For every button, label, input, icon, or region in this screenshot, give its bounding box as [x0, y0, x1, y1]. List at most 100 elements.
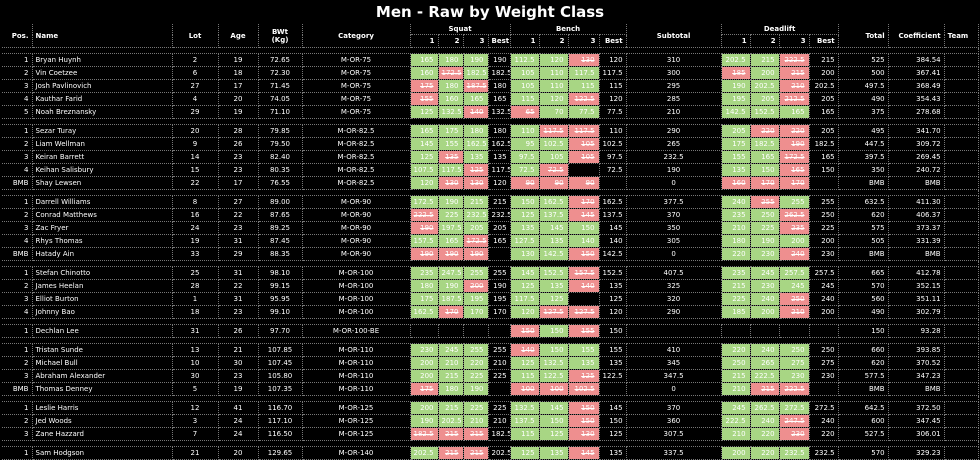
subtotal-cell: 290 [626, 305, 722, 319]
total-cell: 560 [838, 292, 889, 306]
coefficient-cell: BMB [888, 382, 945, 396]
bench-attempt-1: 137.5 [510, 414, 540, 428]
squat-attempt-3: 190 [463, 382, 489, 396]
age-cell: 17 [218, 176, 259, 190]
squat-attempt-3: 130 [463, 176, 489, 190]
team-cell [944, 324, 979, 338]
bench-best-cell [599, 382, 627, 396]
table-row: 4 Kauthar Farid 4 20 74.05 M-OR-75 155 160 165 16… [2, 92, 979, 106]
deadlift-attempt-3: 240 [779, 247, 810, 261]
deadlift-attempt-2: 220 [750, 124, 780, 138]
coefficient-cell: 302.79 [888, 305, 945, 319]
bench-attempt-2: 152.5 [539, 266, 569, 280]
name-cell: Abraham Alexander [32, 369, 173, 383]
total-cell: BMB [838, 176, 889, 190]
bench-attempt-3: 125 [568, 369, 600, 383]
team-cell [944, 279, 979, 293]
subtotal-cell: 377.5 [626, 195, 722, 209]
bench-attempt-2: 127.5 [539, 305, 569, 319]
bench-attempt-3: 150 [568, 414, 600, 428]
squat-attempt-2: 215 [438, 427, 464, 441]
squat-attempt-2: 165 [438, 234, 464, 248]
category-cell: M-OR-82.5 [302, 137, 411, 151]
age-cell: 18 [218, 66, 259, 80]
team-cell [944, 343, 979, 357]
coefficient-cell: BMB [888, 176, 945, 190]
bodyweight-cell: 79.85 [258, 124, 303, 138]
deadlift-attempt-3: 222.5 [779, 53, 810, 67]
name-cell: Zane Hazzard [32, 427, 173, 441]
separator-cell [2, 395, 979, 402]
bodyweight-cell: 98.10 [258, 266, 303, 280]
squat-attempt-1: 200 [410, 356, 439, 370]
category-cell: M-OR-82.5 [302, 124, 411, 138]
deadlift-attempt-1: 245 [721, 401, 751, 415]
deadlift-attempt-2: 200 [750, 66, 780, 80]
squat-attempt-3: 170 [463, 305, 489, 319]
age-cell: 31 [218, 292, 259, 306]
bench-attempt-3: 130 [568, 53, 600, 67]
group-separator [2, 318, 979, 325]
category-cell: M-OR-100 [302, 292, 411, 306]
lot-cell: 20 [172, 124, 219, 138]
lot-cell: 24 [172, 221, 219, 235]
deadlift-attempt-1: 250 [721, 356, 751, 370]
coefficient-cell: BMB [888, 247, 945, 261]
deadlift-attempt-1: 210 [721, 221, 751, 235]
age-cell: 29 [218, 247, 259, 261]
subtotal-cell: 295 [626, 79, 722, 93]
bench-attempt-3: 77.5 [568, 105, 600, 119]
bench-attempt-3: 90 [568, 176, 600, 190]
squat-best-cell: 225 [488, 401, 511, 415]
squat-attempt-1: 190 [410, 221, 439, 235]
total-cell: 500 [838, 66, 889, 80]
bench-attempt-1: 100 [510, 382, 540, 396]
deadlift-best-cell: 245 [809, 279, 839, 293]
category-cell: M-OR-90 [302, 208, 411, 222]
deadlift-attempt-2: 262.5 [750, 401, 780, 415]
pos-cell: 2 [2, 208, 33, 222]
squat-best-cell: 232.5 [488, 208, 511, 222]
total-cell: 447.5 [838, 137, 889, 151]
squat-attempt-2: 190 [438, 195, 464, 209]
col-category: Category [302, 24, 411, 48]
bodyweight-cell: 79.50 [258, 137, 303, 151]
squat-attempt-1: 157.5 [410, 234, 439, 248]
age-cell: 23 [218, 163, 259, 177]
squat-attempt-1: 235 [410, 266, 439, 280]
bench-best-cell: 110 [599, 124, 627, 138]
separator-cell [2, 337, 979, 344]
col-bench-3: 3 [568, 34, 600, 48]
bench-attempt-1: 90 [510, 176, 540, 190]
pos-cell: 2 [2, 279, 33, 293]
squat-attempt-3: 190 [463, 247, 489, 261]
bench-attempt-2: 135 [539, 234, 569, 248]
group-separator [2, 395, 979, 402]
team-cell [944, 105, 979, 119]
separator-cell [2, 118, 979, 125]
bench-attempt-2: 150 [539, 324, 569, 338]
lot-cell: 4 [172, 92, 219, 106]
team-cell [944, 195, 979, 209]
squat-attempt-2: 180 [438, 53, 464, 67]
team-cell [944, 66, 979, 80]
squat-best-cell: 255 [488, 343, 511, 357]
deadlift-best-cell: 215 [809, 53, 839, 67]
subtotal-cell: 325 [626, 279, 722, 293]
col-deadlift-1: 1 [721, 34, 751, 48]
deadlift-attempt-2: 240 [750, 292, 780, 306]
total-cell: 490 [838, 92, 889, 106]
bench-attempt-3: 117.5 [568, 66, 600, 80]
table-row: 3 Abraham Alexander 30 23 105.80 M-OR-110 200 2… [2, 369, 979, 383]
deadlift-attempt-2: 200 [750, 305, 780, 319]
squat-attempt-2: 180 [438, 79, 464, 93]
table-row: 1 Darrell Williams 8 27 89.00 M-OR-90 172.5 190… [2, 195, 979, 209]
squat-attempt-3 [463, 324, 489, 338]
separator-cell [2, 318, 979, 325]
subtotal-cell: 350 [626, 221, 722, 235]
coefficient-cell: 412.78 [888, 266, 945, 280]
squat-attempt-1: 125 [410, 105, 439, 119]
table-row: BMB Hatady Ain 33 29 88.35 M-OR-90 190 190 190 13… [2, 247, 979, 261]
squat-attempt-3: 135 [463, 150, 489, 164]
table-row: 2 Vin Coetzee 6 18 72.30 M-OR-75 160 172.5 182.5… [2, 66, 979, 80]
